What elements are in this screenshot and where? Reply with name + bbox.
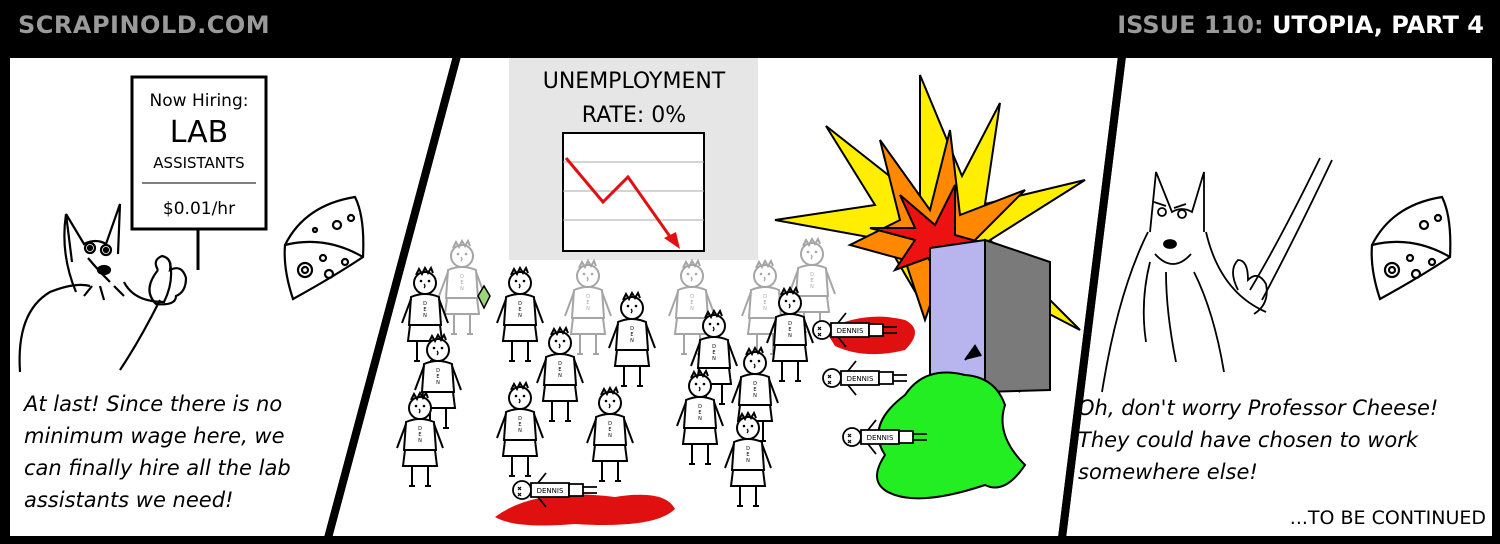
site-title[interactable]: SCRAPINOLD.COM [18,11,271,39]
issue-label: ISSUE 110: [1117,11,1264,39]
issue-title: UTOPIA, PART 4 [1271,11,1484,39]
chart-arrowhead [664,232,680,249]
machine [929,238,1051,394]
caption-left: At last! Since there is no minimum wage … [24,392,291,512]
cheese-icon [283,195,365,301]
unemployment-chart: UNEMPLOYMENT RATE: 0% [509,56,758,260]
sign-line-1: Now Hiring: [150,91,249,111]
professor-character [1101,157,1333,393]
sign-wage: $0.01/hr [163,199,235,219]
chart-trend-line [564,157,673,239]
issue-heading: ISSUE 110: UTOPIA, PART 4 [1117,11,1484,39]
chart-title-line-1: UNEMPLOYMENT [543,69,726,94]
chart-plot-area [562,132,705,252]
hiring-sign: Now Hiring: LAB ASSISTANTS $0.01/hr [130,75,268,270]
wolf-character [18,203,188,373]
zombie-dennis [477,284,491,310]
caption-right: Oh, don't worry Professor Cheese! They c… [1078,396,1439,484]
to-be-continued: ...TO BE CONTINUED [1289,507,1486,529]
cheese-icon-right [1370,195,1452,301]
sign-line-3: ASSISTANTS [153,154,244,172]
blood-pool [495,494,675,526]
header-bar: SCRAPINOLD.COM ISSUE 110: UTOPIA, PART 4 [0,0,1500,56]
sign-line-2: LAB [170,115,229,150]
green-slime [876,371,1027,500]
chart-title-line-2: RATE: 0% [582,103,686,128]
